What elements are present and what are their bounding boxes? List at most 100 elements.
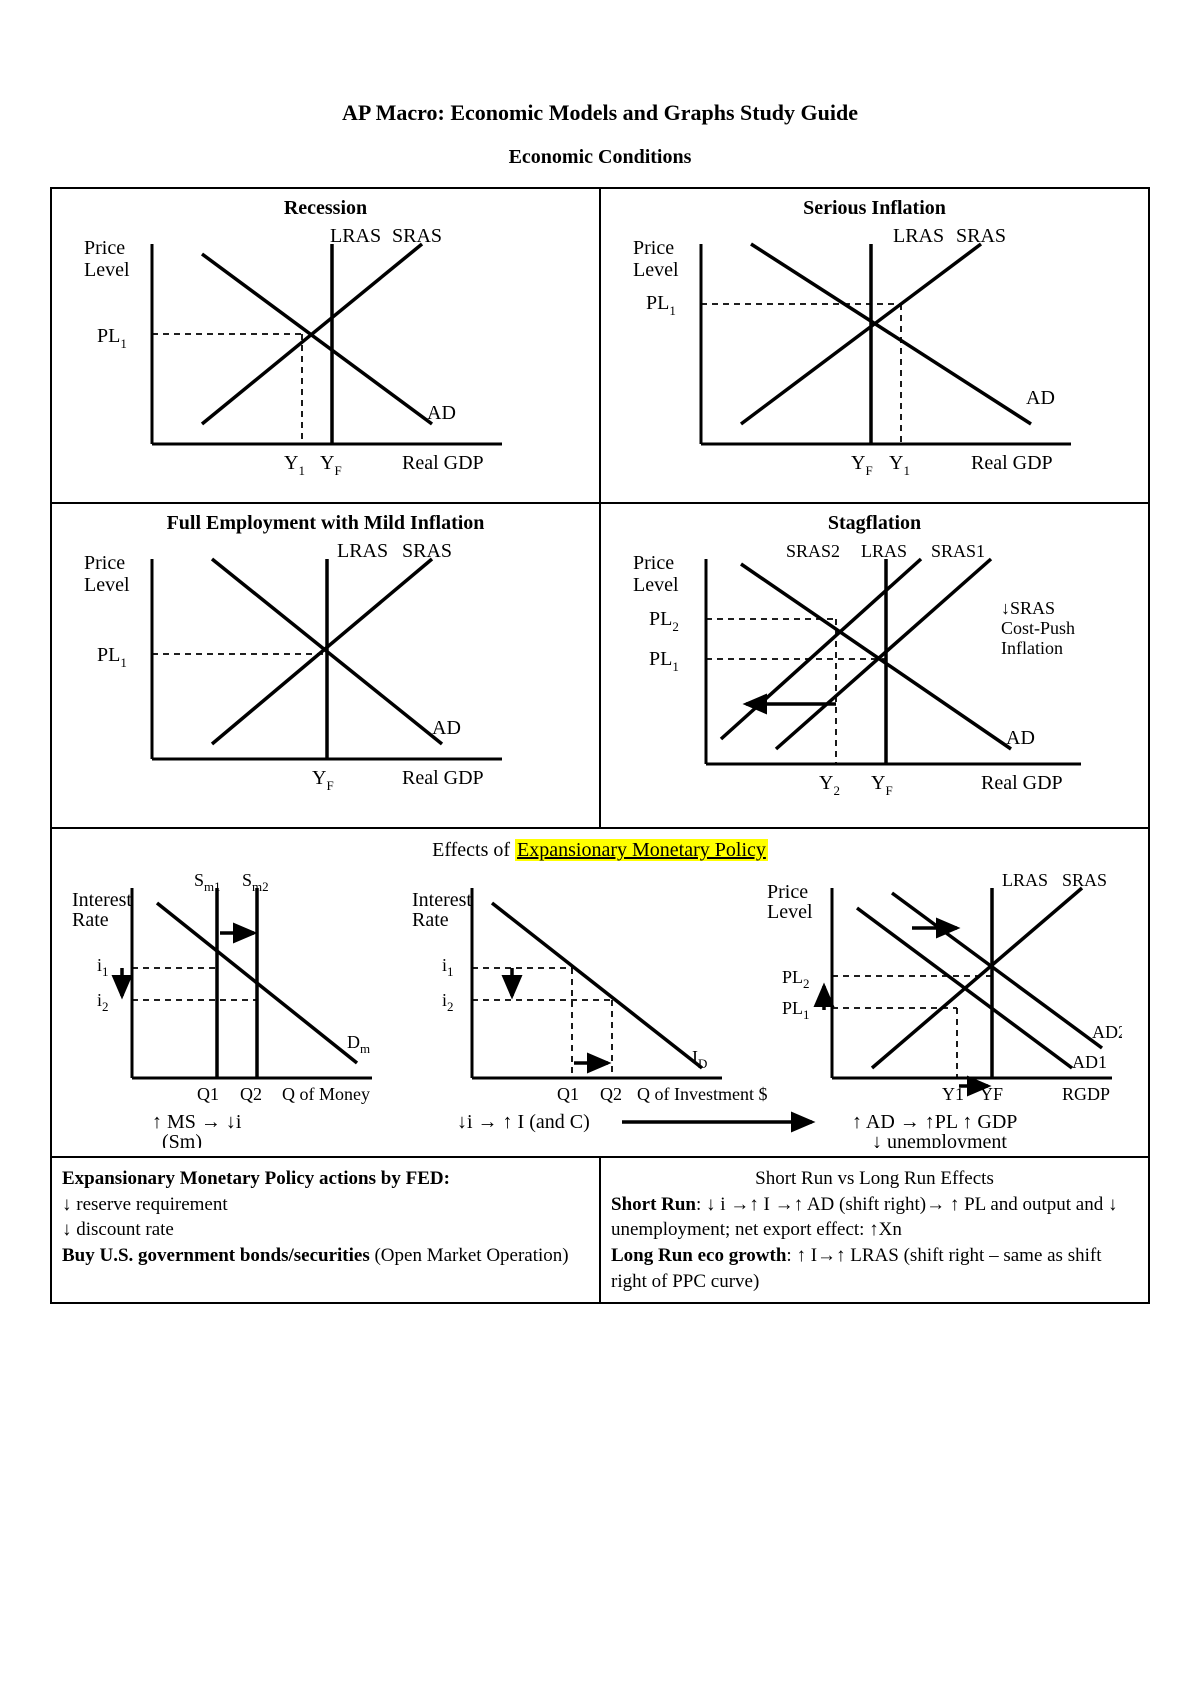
svg-text:Real GDP: Real GDP bbox=[981, 772, 1063, 794]
lr-label: Long Run eco growth bbox=[611, 1245, 786, 1266]
expansion-graphs: Interest Rate Sm1 Sm2 Dm i1 i2 Q1 Q2 Q o… bbox=[62, 868, 1122, 1148]
svg-text:RGDP: RGDP bbox=[1062, 1084, 1110, 1104]
svg-text:YF: YF bbox=[871, 772, 893, 798]
svg-text:Y1: Y1 bbox=[889, 452, 910, 478]
sr-lr-box: Short Run vs Long Run Effects Short Run:… bbox=[600, 1157, 1149, 1303]
svg-text:PL1: PL1 bbox=[646, 292, 676, 318]
panel-stagflation: Stagflation Price Level SRAS2 LRAS SRAS1… bbox=[600, 503, 1149, 828]
svg-text:Sm1: Sm1 bbox=[194, 870, 221, 894]
svg-text:i2: i2 bbox=[442, 990, 454, 1014]
fed-line3b: (Open Market Operation) bbox=[370, 1245, 569, 1266]
svg-text:↓SRAS: ↓SRAS bbox=[1001, 598, 1055, 618]
svg-text:Level: Level bbox=[84, 259, 130, 281]
svg-text:AD: AD bbox=[1006, 727, 1035, 749]
svg-text:Price: Price bbox=[84, 237, 125, 259]
svg-text:↑ AD → ↑PL ↑ GDP: ↑ AD → ↑PL ↑ GDP bbox=[852, 1111, 1017, 1133]
svg-text:AD: AD bbox=[1026, 387, 1055, 409]
page-title: AP Macro: Economic Models and Graphs Stu… bbox=[50, 100, 1150, 126]
svg-text:PL1: PL1 bbox=[97, 325, 127, 351]
svg-text:PL1: PL1 bbox=[649, 648, 679, 674]
svg-text:Y2: Y2 bbox=[819, 772, 840, 798]
panel-recession: Recession Price Level LRAS SRAS AD PL1 Y… bbox=[51, 188, 600, 503]
grid: Recession Price Level LRAS SRAS AD PL1 Y… bbox=[50, 187, 1150, 1304]
expansion-heading: Effects of Expansionary Monetary Policy bbox=[62, 839, 1138, 862]
svg-text:Cost-Push: Cost-Push bbox=[1001, 618, 1075, 638]
svg-text:Level: Level bbox=[633, 574, 679, 596]
svg-text:Q1: Q1 bbox=[197, 1084, 219, 1104]
svg-text:LRAS: LRAS bbox=[861, 541, 907, 561]
svg-text:ID: ID bbox=[692, 1047, 707, 1071]
inflation-graph: Price Level LRAS SRAS AD PL1 YF Y1 Real … bbox=[611, 224, 1131, 494]
svg-text:YF: YF bbox=[312, 767, 334, 793]
fed-line1: ↓ reserve requirement bbox=[62, 1194, 228, 1215]
svg-text:Real GDP: Real GDP bbox=[402, 767, 484, 789]
svg-text:SRAS: SRAS bbox=[956, 225, 1006, 247]
svg-text:↑ MS → ↓i: ↑ MS → ↓i bbox=[152, 1111, 242, 1133]
panel-inflation: Serious Inflation Price Level LRAS SRAS … bbox=[600, 188, 1149, 503]
svg-text:AD: AD bbox=[427, 402, 456, 424]
svg-text:Level: Level bbox=[767, 901, 813, 923]
svg-text:Q2: Q2 bbox=[240, 1084, 262, 1104]
svg-text:LRAS: LRAS bbox=[893, 225, 944, 247]
fed-line3a: Buy U.S. government bonds/securities bbox=[62, 1245, 370, 1266]
panel-stagflation-title: Stagflation bbox=[611, 512, 1138, 535]
svg-text:PL1: PL1 bbox=[782, 998, 810, 1022]
svg-text:Price: Price bbox=[84, 552, 125, 574]
srlr-heading: Short Run vs Long Run Effects bbox=[611, 1166, 1138, 1192]
svg-text:Level: Level bbox=[84, 574, 130, 596]
svg-text:↓i → ↑ I (and C): ↓i → ↑ I (and C) bbox=[457, 1111, 590, 1133]
svg-text:Level: Level bbox=[633, 259, 679, 281]
svg-text:Interest: Interest bbox=[412, 889, 472, 911]
panel-full-employment: Full Employment with Mild Inflation Pric… bbox=[51, 503, 600, 828]
svg-text:SRAS: SRAS bbox=[392, 225, 442, 247]
panel-recession-title: Recession bbox=[62, 197, 589, 220]
svg-text:Y1: Y1 bbox=[942, 1084, 964, 1104]
svg-text:LRAS: LRAS bbox=[330, 225, 381, 247]
svg-text:(Sm): (Sm) bbox=[162, 1131, 202, 1148]
svg-text:Dm: Dm bbox=[347, 1032, 370, 1056]
svg-text:Inflation: Inflation bbox=[1001, 638, 1063, 658]
svg-text:LRAS: LRAS bbox=[1002, 870, 1048, 890]
svg-text:YF: YF bbox=[320, 452, 342, 478]
svg-text:↓ unemployment: ↓ unemployment bbox=[872, 1131, 1007, 1148]
svg-text:Real GDP: Real GDP bbox=[971, 452, 1053, 474]
svg-text:Q1: Q1 bbox=[557, 1084, 579, 1104]
svg-text:AD2: AD2 bbox=[1092, 1022, 1122, 1042]
svg-text:Q of Money: Q of Money bbox=[282, 1084, 370, 1104]
svg-text:AD1: AD1 bbox=[1072, 1052, 1107, 1072]
stagflation-graph: Price Level SRAS2 LRAS SRAS1 AD PL1 PL2 … bbox=[611, 539, 1131, 819]
recession-graph: Price Level LRAS SRAS AD PL1 Y1 YF Real … bbox=[62, 224, 582, 494]
svg-text:i1: i1 bbox=[442, 955, 454, 979]
svg-text:SRAS: SRAS bbox=[402, 540, 452, 562]
svg-text:PL1: PL1 bbox=[97, 644, 127, 670]
subtitle: Economic Conditions bbox=[50, 146, 1150, 169]
svg-text:PL2: PL2 bbox=[649, 608, 679, 634]
svg-text:Q2: Q2 bbox=[600, 1084, 622, 1104]
panel-expansionary: Effects of Expansionary Monetary Policy … bbox=[51, 828, 1149, 1157]
svg-text:LRAS: LRAS bbox=[337, 540, 388, 562]
svg-text:SRAS1: SRAS1 bbox=[931, 541, 985, 561]
svg-text:Rate: Rate bbox=[412, 909, 449, 931]
svg-text:YF: YF bbox=[851, 452, 873, 478]
sr-label: Short Run bbox=[611, 1194, 696, 1215]
svg-text:Rate: Rate bbox=[72, 909, 109, 931]
fed-heading: Expansionary Monetary Policy actions by … bbox=[62, 1168, 450, 1189]
svg-text:Real GDP: Real GDP bbox=[402, 452, 484, 474]
svg-text:i2: i2 bbox=[97, 990, 109, 1014]
svg-text:SRAS2: SRAS2 bbox=[786, 541, 840, 561]
fed-actions-box: Expansionary Monetary Policy actions by … bbox=[51, 1157, 600, 1303]
svg-text:AD: AD bbox=[432, 717, 461, 739]
full-emp-graph: Price Level LRAS SRAS AD PL1 YF Real GDP bbox=[62, 539, 582, 809]
panel-inflation-title: Serious Inflation bbox=[611, 197, 1138, 220]
svg-text:YF: YF bbox=[980, 1084, 1003, 1104]
svg-text:Y1: Y1 bbox=[284, 452, 305, 478]
svg-text:SRAS: SRAS bbox=[1062, 870, 1107, 890]
fed-line2: ↓ discount rate bbox=[62, 1219, 174, 1240]
svg-text:Sm2: Sm2 bbox=[242, 870, 269, 894]
svg-text:Price: Price bbox=[633, 237, 674, 259]
svg-text:PL2: PL2 bbox=[782, 967, 810, 991]
panel-full-employment-title: Full Employment with Mild Inflation bbox=[62, 512, 589, 535]
svg-text:Price: Price bbox=[767, 881, 808, 903]
svg-text:i1: i1 bbox=[97, 955, 109, 979]
svg-text:Price: Price bbox=[633, 552, 674, 574]
